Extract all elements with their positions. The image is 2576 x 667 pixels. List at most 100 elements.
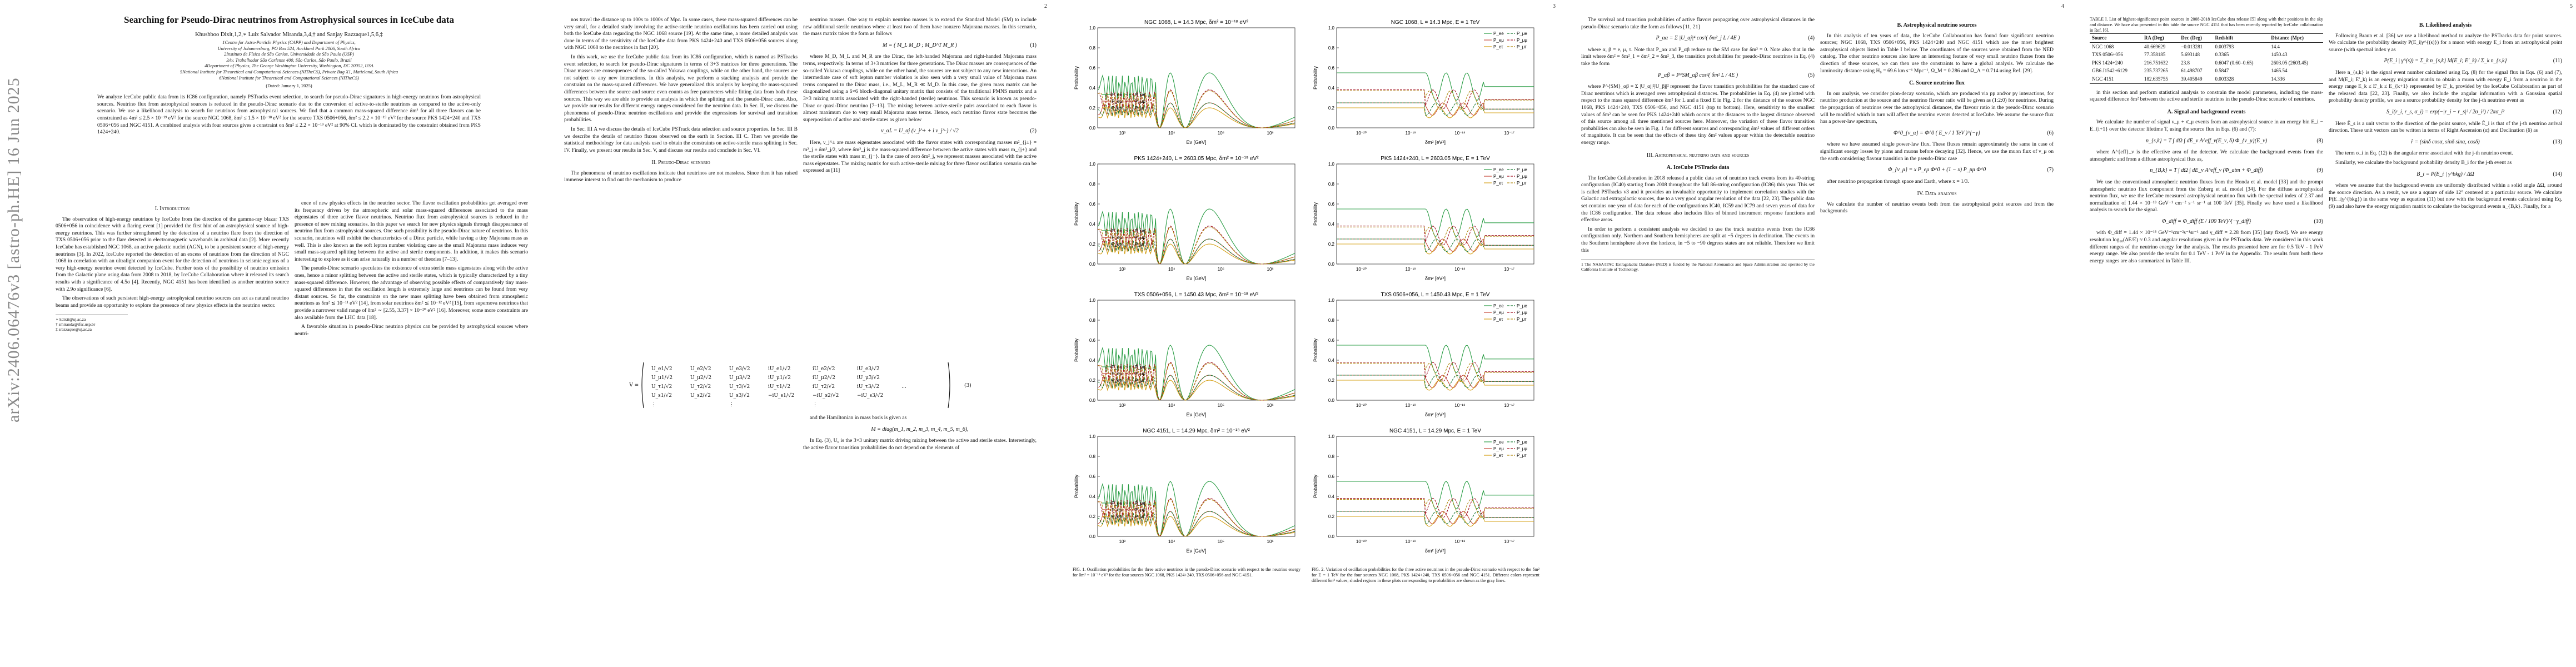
probability-plot: NGC 4151, L = 14.29 Mpc, δm² = 10⁻¹⁸ eV²… <box>1073 425 1301 556</box>
equation-body: S_i(r_i, r_s, σ_i) = exp(−|r_i − r_s|² /… <box>2386 108 2505 115</box>
legend-label: P_μμ <box>1135 235 1145 240</box>
y-tick-label: 0.0 <box>1328 262 1335 267</box>
section-heading: IV. Data analysis <box>1917 191 1957 197</box>
equation-body: M = ( M_L M_D ; M_D^T M_R ) <box>883 42 957 48</box>
footnote: ∗ kdixit@uj.ac.za <box>56 317 86 322</box>
paragraph: In Eq. (3), U₆ is the 3×3 unitary matrix… <box>803 437 1037 451</box>
paragraph: The IceCube Collaboration in 2018 releas… <box>1581 175 1815 223</box>
y-tick-label: 0.8 <box>1328 182 1335 187</box>
x-tick-label: 10⁻²⁰ <box>1356 131 1367 136</box>
series-line-ee <box>1337 481 1534 510</box>
plot-svg: NGC 4151, L = 14.29 Mpc, δm² = 10⁻¹⁸ eV²… <box>1074 428 1296 554</box>
paragraph: Here n_{s,k} is the signal event number … <box>2329 69 2562 104</box>
svg-text:iU_τ1/√2: iU_τ1/√2 <box>768 384 790 390</box>
series-line-mutau <box>1097 362 1296 401</box>
y-tick-label: 0.6 <box>1089 202 1096 207</box>
y-tick-label: 0.4 <box>1328 86 1335 91</box>
legend-label: P_eτ <box>1112 378 1122 383</box>
equation: S_i(r_i, r_s, σ_i) = exp(−|r_i − r_s|² /… <box>2386 108 2562 115</box>
y-tick-label: 1.0 <box>1328 298 1335 303</box>
x-tick-label: 10⁴ <box>1168 539 1175 544</box>
series-line-mutau <box>1097 90 1296 128</box>
probability-plot: TXS 0506+056, L = 1450.43 Mpc, δm² = 10⁻… <box>1073 289 1301 420</box>
y-axis-label: Probability <box>1313 474 1318 498</box>
svg-text:U_e1/√2: U_e1/√2 <box>651 366 672 372</box>
probability-plot: NGC 4151, L = 14.29 Mpc, E = 1 TeV 0.0 0.2… <box>1312 425 1539 556</box>
svg-text:U_τ1/√2: U_τ1/√2 <box>651 384 672 390</box>
paragraph: Following Braun et al. [36] we use a lik… <box>2329 32 2562 53</box>
x-tick-label: 10⁴ <box>1168 131 1175 136</box>
legend-label: P_ee <box>1112 365 1122 370</box>
legend-label: P_eτ <box>1493 317 1503 322</box>
y-tick-label: 0.6 <box>1328 474 1335 479</box>
y-tick-label: 0.0 <box>1328 534 1335 539</box>
page5-right-column: B. Likelihood analysis Following Braun e… <box>2329 17 2562 212</box>
paragraph: A favorable situation in pseudo-Dirac ne… <box>295 323 528 337</box>
x-tick-label: 10⁴ <box>1168 403 1175 408</box>
y-tick-label: 0.6 <box>1089 66 1096 71</box>
plot-title: TXS 0506+056, L = 1450.43 Mpc, E = 1 TeV <box>1381 292 1490 298</box>
paragraph: neutrino masses. One way to explain neut… <box>803 17 1037 37</box>
legend-label: P_μμ <box>1517 38 1527 43</box>
plot-frame <box>1336 436 1534 537</box>
page2-right-column: neutrino masses. One way to explain neut… <box>803 17 1037 177</box>
affiliation-line: 1Centre for Astro-Particle Physics (CAPP… <box>222 40 356 45</box>
affiliation-line: 4Department of Physics, The George Washi… <box>205 63 373 69</box>
page2-left-column: nos travel the distance up to 100s to 10… <box>564 17 798 186</box>
plot-frame <box>1336 163 1534 265</box>
series-line-etau <box>1337 380 1534 391</box>
probability-plot: PKS 1424+240, L = 2603.05 Mpc, E = 1 TeV… <box>1312 153 1539 283</box>
paragraph: We calculate the number of signal ν_μ + … <box>2090 119 2323 132</box>
series-line-etau <box>1097 516 1296 537</box>
paragraph: where M_D, M_L and M_R are the Dirac, th… <box>803 53 1037 123</box>
svg-text:U_s1/√2: U_s1/√2 <box>651 392 672 399</box>
y-tick-label: 0.8 <box>1089 182 1096 187</box>
svg-text:…: … <box>901 384 906 390</box>
series-line-mumu <box>1097 497 1296 537</box>
legend-label: P_μτ <box>1135 106 1145 111</box>
paragraph: In this analysis of ten years of data, t… <box>1820 32 2054 74</box>
x-tick-label: 10³ <box>1119 403 1126 408</box>
x-axis-label: Eν [GeV] <box>1186 276 1206 281</box>
affiliation-line: 2Instituto de Física de São Carlos, Univ… <box>224 52 354 57</box>
equation: B_i = P(E_i | γ^bkg) / ΔΩ (14) <box>2416 171 2562 177</box>
legend-label: P_μμ <box>1135 99 1145 104</box>
y-axis-label: Probability <box>1313 202 1318 226</box>
svg-text:iU_e1/√2: iU_e1/√2 <box>768 366 791 372</box>
plot-frame <box>1097 27 1296 128</box>
table-header: Source <box>2092 35 2107 41</box>
x-tick-label: 10⁵ <box>1218 131 1224 136</box>
series-line-mutau <box>1097 226 1296 265</box>
x-tick-label: 10⁻¹⁷ <box>1504 131 1514 136</box>
legend-label: P_eτ <box>1112 106 1122 111</box>
y-tick-label: 0.8 <box>1089 46 1096 51</box>
y-tick-label: 1.0 <box>1089 162 1096 167</box>
x-tick-label: 10⁻¹⁷ <box>1504 539 1514 544</box>
x-axis-label: δm² [eV²] <box>1425 548 1446 554</box>
legend-label: P_μτ <box>1517 44 1527 49</box>
footnote: ‡ srazzaque@uj.ac.za <box>56 327 92 332</box>
legend-label: P_ee <box>1112 501 1122 506</box>
x-tick-label: 10⁻¹⁸ <box>1454 539 1465 544</box>
page-4: 4 The survival and transition probabilit… <box>1559 0 2067 667</box>
paragraph: The term σ_i in Eq. (12) is the angular … <box>2335 150 2513 157</box>
legend-label: P_ee <box>1493 31 1504 36</box>
y-tick-label: 0.4 <box>1089 222 1096 227</box>
equation: M = diag(m_1, m_2, m_3, m_4, m_5, m_6), <box>803 426 1037 434</box>
legend-label: P_μμ <box>1135 507 1145 512</box>
x-tick-label: 10⁵ <box>1218 267 1224 272</box>
svg-text:−iU_s1/√2: −iU_s1/√2 <box>768 392 794 399</box>
svg-text:−iU_s3/√2: −iU_s3/√2 <box>857 392 883 399</box>
y-tick-label: 0.0 <box>1328 126 1335 131</box>
page1-left-column: I. Introduction The observation of high-… <box>56 200 289 332</box>
svg-text:U_e3/√2: U_e3/√2 <box>729 366 750 372</box>
plot-svg: NGC 1068, L = 14.3 Mpc, E = 1 TeV 0.0 0.2 0… <box>1313 19 1534 145</box>
plot-svg: PKS 1424+240, L = 2603.05 Mpc, δm² = 10⁻… <box>1074 156 1296 281</box>
series-line-etau <box>1097 380 1296 401</box>
plot-title: NGC 1068, L = 14.3 Mpc, δm² = 10⁻¹⁸ eV² <box>1144 19 1249 26</box>
page4-right-column: B. Astrophysical neutrino sources In thi… <box>1820 17 2054 217</box>
plot-svg: NGC 4151, L = 14.29 Mpc, E = 1 TeV 0.0 0.2… <box>1313 428 1534 554</box>
legend-label: P_μτ <box>1135 242 1145 247</box>
plot-title: PKS 1424+240, L = 2603.05 Mpc, E = 1 TeV <box>1381 156 1490 162</box>
y-tick-label: 0.2 <box>1089 106 1096 111</box>
